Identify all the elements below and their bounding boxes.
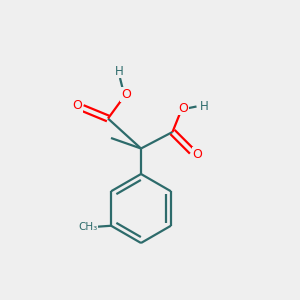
Text: O: O bbox=[178, 101, 188, 115]
Text: O: O bbox=[121, 88, 131, 101]
Text: CH₃: CH₃ bbox=[78, 222, 98, 232]
Text: O: O bbox=[192, 148, 202, 161]
Text: H: H bbox=[115, 64, 124, 78]
Text: O: O bbox=[72, 99, 82, 112]
Text: H: H bbox=[200, 100, 208, 113]
